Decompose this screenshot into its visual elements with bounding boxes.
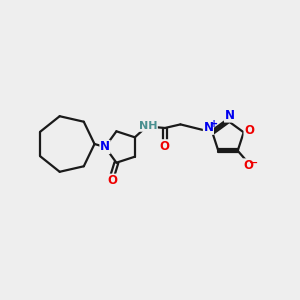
- Text: O: O: [107, 174, 117, 187]
- Text: O: O: [160, 140, 170, 153]
- Text: N: N: [100, 140, 110, 154]
- Text: N: N: [203, 121, 213, 134]
- Text: O: O: [243, 159, 253, 172]
- Text: +: +: [210, 119, 218, 129]
- Text: O: O: [244, 124, 254, 137]
- Text: NH: NH: [139, 121, 157, 131]
- Text: −: −: [249, 158, 259, 168]
- Text: N: N: [224, 109, 235, 122]
